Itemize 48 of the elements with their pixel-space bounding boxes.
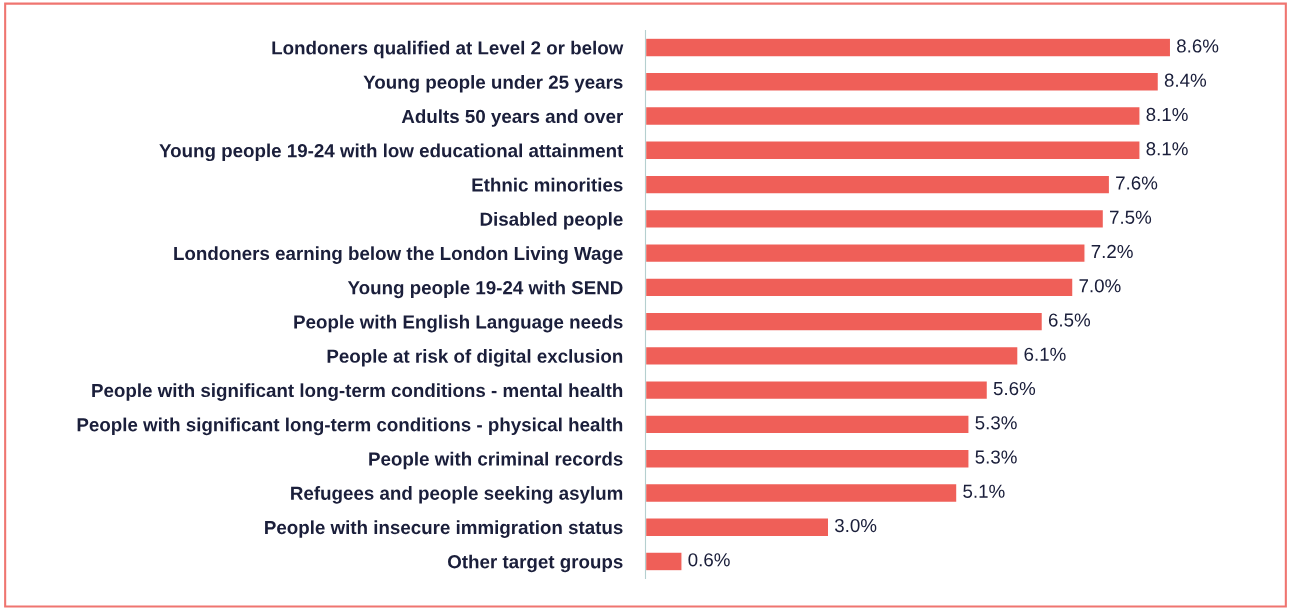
bar [645, 517, 830, 538]
y-tick-label: Adults 50 years and over [401, 109, 624, 127]
y-tick-label: Other target groups [448, 554, 623, 573]
y-tick-label: Young people under 25 years [363, 75, 623, 93]
bar [645, 277, 1074, 298]
bar [645, 105, 1141, 127]
data-label: 5.6% [993, 381, 1036, 396]
data-label: 5.1% [963, 484, 1005, 498]
data-label: 8.1% [1146, 107, 1188, 122]
y-tick-label: People at risk of digital exclusion [327, 349, 623, 367]
bar [645, 414, 970, 435]
data-label: 3.0% [834, 518, 877, 533]
y-tick-label: Londoners earning below the London Living Wage [174, 246, 623, 264]
y-tick-label: People with significant long-term conditions - mental health [92, 383, 623, 401]
y-tick-label: Young people 19-24 with low educational attainment [159, 143, 624, 162]
data-label: 8.6% [1177, 39, 1219, 53]
y-tick-label: Ethnic minorities [472, 177, 623, 192]
bar [645, 243, 1086, 264]
bar [645, 482, 958, 504]
bar [645, 174, 1111, 195]
y-tick-label: Refugees and people seeking asylum [291, 486, 623, 504]
bar [645, 208, 1105, 229]
data-label: 7.0% [1079, 279, 1121, 293]
y-tick-label: People with insecure immigration status [265, 520, 623, 538]
bar [645, 551, 683, 572]
y-tick-label: People with significant long-term conditions - physical health [77, 417, 623, 436]
bar [645, 345, 1019, 366]
bar [645, 311, 1044, 332]
data-label: 5.3% [975, 450, 1017, 464]
y-tick-label: People with criminal records [369, 451, 623, 470]
data-label: 5.3% [975, 416, 1017, 430]
data-label: 7.5% [1110, 210, 1152, 224]
data-label: 7.6% [1116, 176, 1158, 190]
data-label: 7.2% [1091, 244, 1133, 259]
data-label: 8.1% [1146, 142, 1188, 156]
bar [645, 37, 1172, 58]
data-label: 6.5% [1048, 313, 1091, 327]
bar [645, 140, 1141, 161]
data-label: 6.1% [1024, 347, 1066, 361]
y-tick-label: People with English Language needs [294, 314, 623, 333]
data-label: 0.6% [688, 553, 730, 567]
y-tick-label: Londoners qualified at Level 2 or below [272, 40, 624, 59]
bar [645, 71, 1160, 92]
bar [645, 380, 989, 401]
data-label: 8.4% [1164, 73, 1207, 87]
y-tick-label: Disabled people [480, 212, 623, 230]
y-tick-label: Young people 19-24 with SEND [347, 280, 623, 299]
bar [645, 448, 970, 469]
